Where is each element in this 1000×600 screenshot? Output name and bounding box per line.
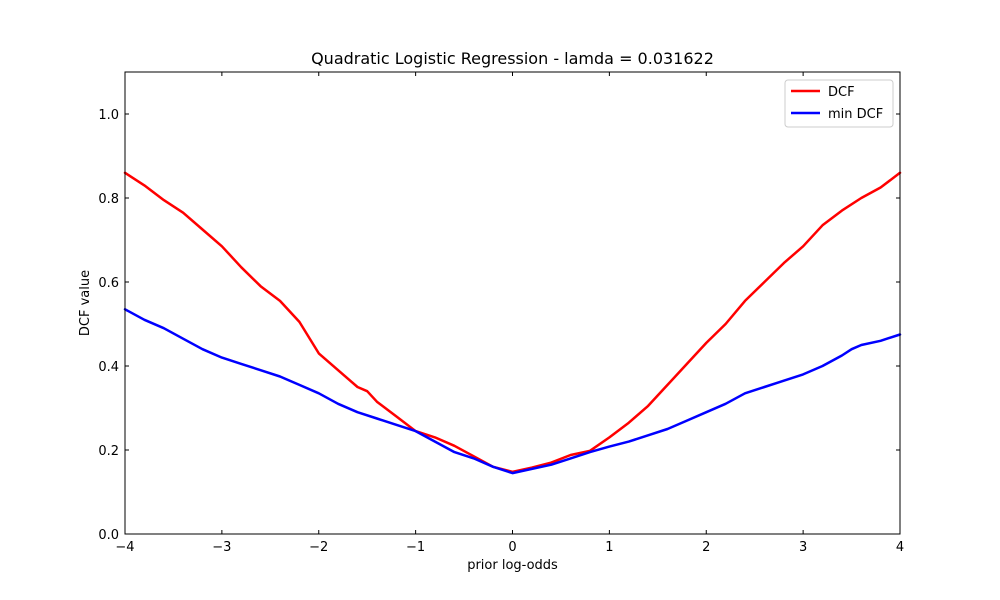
x-tick-label: 4: [896, 540, 904, 555]
legend-label-dcf: DCF: [828, 85, 855, 100]
y-tick-label: 1.0: [98, 108, 119, 123]
x-tick-label: −4: [115, 540, 134, 555]
y-tick-label: 0.4: [98, 360, 119, 375]
x-tick-label: −1: [406, 540, 425, 555]
y-tick-label: 0.2: [98, 444, 119, 459]
legend-label-min-dcf: min DCF: [828, 107, 883, 122]
x-tick-label: −2: [309, 540, 328, 555]
y-tick-label: 0.6: [98, 276, 119, 291]
x-tick-label: 0: [508, 540, 516, 555]
y-tick-label: 0.8: [98, 192, 119, 207]
series-layer: [123, 171, 902, 475]
legend: DCF min DCF: [784, 79, 894, 128]
y-tick-label: 0.0: [98, 528, 119, 543]
x-tick-label: 1: [605, 540, 613, 555]
x-tick-label: −3: [212, 540, 231, 555]
y-axis-label: DCF value: [78, 270, 93, 336]
series-line-min-dcf: [123, 308, 902, 475]
x-axis: −4 −3 −2 −1 0 1 2 3 4: [115, 72, 904, 555]
x-axis-label: prior log-odds: [467, 558, 558, 573]
y-axis: 0.0 0.2 0.4 0.6 0.8 1.0: [98, 108, 900, 543]
x-tick-label: 3: [799, 540, 807, 555]
x-tick-label: 2: [702, 540, 710, 555]
chart-title: Quadratic Logistic Regression - lamda = …: [311, 49, 714, 68]
